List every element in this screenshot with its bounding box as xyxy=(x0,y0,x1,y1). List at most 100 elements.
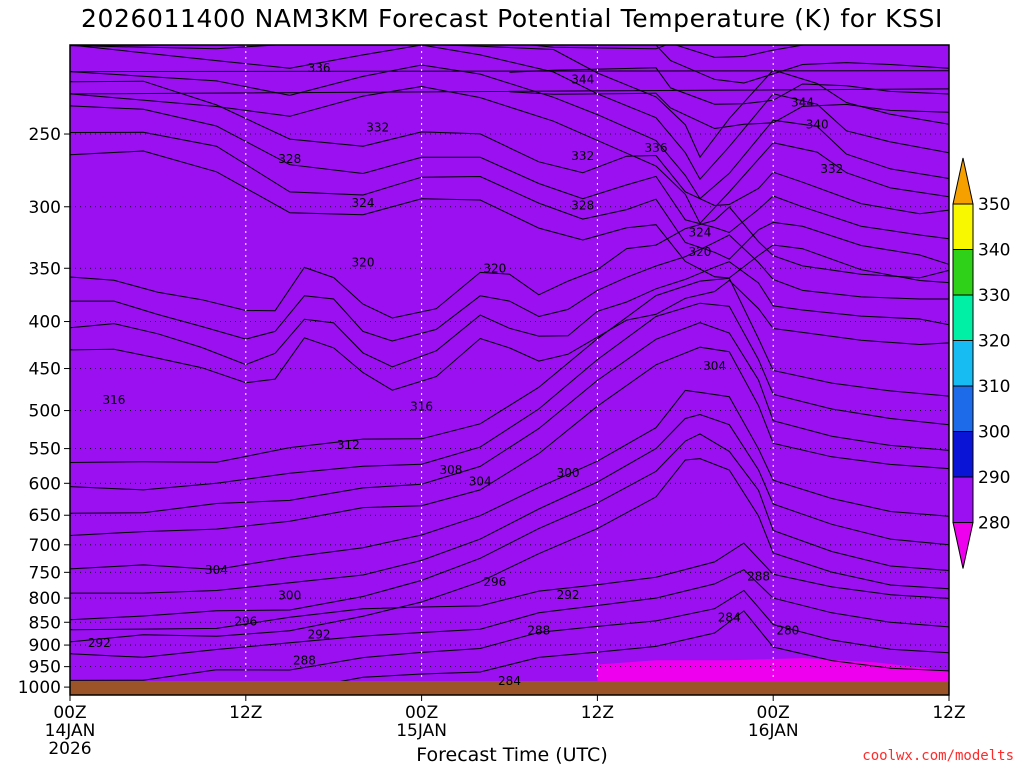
isoline xyxy=(70,88,949,536)
y-tick-label: 450 xyxy=(29,360,61,380)
y-axis: 250 300 350 400 450 500 550 600 650 700 750 800 850 9… xyxy=(18,125,70,698)
y-tick-label: 750 xyxy=(29,563,61,583)
contour-label: 304 xyxy=(703,359,726,373)
contour-label: 316 xyxy=(102,393,125,407)
contour-label: 304 xyxy=(469,474,492,488)
x-tick-date: 14JAN xyxy=(45,721,96,741)
colorbar-label: 280 xyxy=(978,514,1010,534)
credit-text: coolwx.com/modelts xyxy=(862,748,1014,764)
y-tick-label: 350 xyxy=(29,259,61,279)
isoline xyxy=(70,70,949,621)
colorbar-bottom-arrow xyxy=(952,522,974,569)
contour-label: 340 xyxy=(806,117,829,131)
isoline xyxy=(70,45,949,181)
contour-label: 320 xyxy=(352,256,375,270)
contour-label: 312 xyxy=(337,438,360,452)
y-tick-label: 850 xyxy=(29,613,61,633)
isoline xyxy=(70,45,949,159)
colorbar-label: 340 xyxy=(978,241,1010,261)
isoline xyxy=(70,64,949,200)
contour-label: 292 xyxy=(308,627,331,641)
y-tick-label: 600 xyxy=(29,474,61,494)
isoline xyxy=(70,88,949,391)
contour-label: 320 xyxy=(483,261,506,275)
isoline xyxy=(70,45,949,631)
isoline xyxy=(70,85,949,225)
contour-label: 288 xyxy=(527,624,550,638)
contour-label: 332 xyxy=(366,121,389,135)
colorbar-label: 330 xyxy=(978,286,1010,306)
colorbar-label: 320 xyxy=(978,332,1010,352)
colorbar-segment xyxy=(952,431,974,478)
terrain-strip xyxy=(70,681,949,695)
contour-label: 328 xyxy=(278,152,301,166)
isoline xyxy=(70,70,949,514)
colorbar-label: 290 xyxy=(978,468,1010,488)
contour-labels: 336 344 344 340 332 332 336 332 328 328 324 324 320 3… xyxy=(88,61,843,688)
isoline xyxy=(70,45,949,319)
isoline xyxy=(70,70,949,73)
isoline xyxy=(70,88,949,95)
contour-label: 300 xyxy=(278,589,301,603)
contour-label: 292 xyxy=(557,588,580,602)
colorbar-segment xyxy=(952,340,974,387)
colorbar-segment xyxy=(952,249,974,296)
y-tick-label: 300 xyxy=(29,198,61,218)
colorbar-top-arrow xyxy=(952,157,974,205)
contour-label: 324 xyxy=(352,196,375,210)
contour-label: 304 xyxy=(205,563,228,577)
isoline xyxy=(70,45,949,342)
contour-label: 320 xyxy=(688,245,711,259)
isoline xyxy=(526,45,810,58)
contour-label: 288 xyxy=(747,570,770,584)
contour-label: 284 xyxy=(498,674,521,688)
isoline xyxy=(70,70,949,681)
chart-title: 2026011400 NAM3KM Forecast Potential Tem… xyxy=(81,4,943,33)
isolines xyxy=(70,45,949,695)
x-tick-label: 12Z xyxy=(581,703,614,723)
colorbar-label: 350 xyxy=(978,195,1010,215)
contour-label: 308 xyxy=(439,463,462,477)
isoline xyxy=(70,88,949,643)
y-tick-label: 500 xyxy=(29,402,61,422)
isoline xyxy=(70,70,949,368)
grid-lines xyxy=(70,45,949,695)
isoline xyxy=(509,45,949,84)
y-tick-label: 650 xyxy=(29,506,61,526)
contour-label: 332 xyxy=(820,162,843,176)
band-280-7 xyxy=(70,45,949,658)
contour-label: 296 xyxy=(234,614,257,628)
x-tick-date: 15JAN xyxy=(396,721,447,741)
x-tick-date: 16JAN xyxy=(748,721,799,741)
y-tick-label: 400 xyxy=(29,313,61,333)
plot-frame xyxy=(69,44,950,696)
x-tick-label: 00Z xyxy=(757,703,790,723)
isoline xyxy=(70,88,949,284)
isoline xyxy=(70,45,949,463)
x-tick-label: 12Z xyxy=(932,703,965,723)
isoline xyxy=(70,70,949,265)
contour-label: 296 xyxy=(483,575,506,589)
x-axis-title: Forecast Time (UTC) xyxy=(416,744,608,766)
colorbar-segment xyxy=(952,294,974,341)
contour-label: 324 xyxy=(688,226,711,240)
contour-label: 336 xyxy=(645,141,668,155)
contour-label: 344 xyxy=(791,95,814,109)
isoline xyxy=(509,67,949,105)
colorbar-segment xyxy=(952,385,974,432)
isoline xyxy=(70,45,949,571)
colorbar-segment xyxy=(952,203,974,250)
x-tick-label: 12Z xyxy=(229,703,262,723)
filled-contour-bands xyxy=(70,45,949,695)
isoline xyxy=(70,45,949,215)
contour-label: 300 xyxy=(557,466,580,480)
contour-label: 328 xyxy=(571,198,594,212)
isoline xyxy=(70,45,949,240)
isoline xyxy=(70,45,949,491)
x-tick-label: 00Z xyxy=(405,703,438,723)
y-tick-label: 700 xyxy=(29,536,61,556)
x-tick-label: 00Z xyxy=(53,703,86,723)
isoline xyxy=(70,45,949,594)
